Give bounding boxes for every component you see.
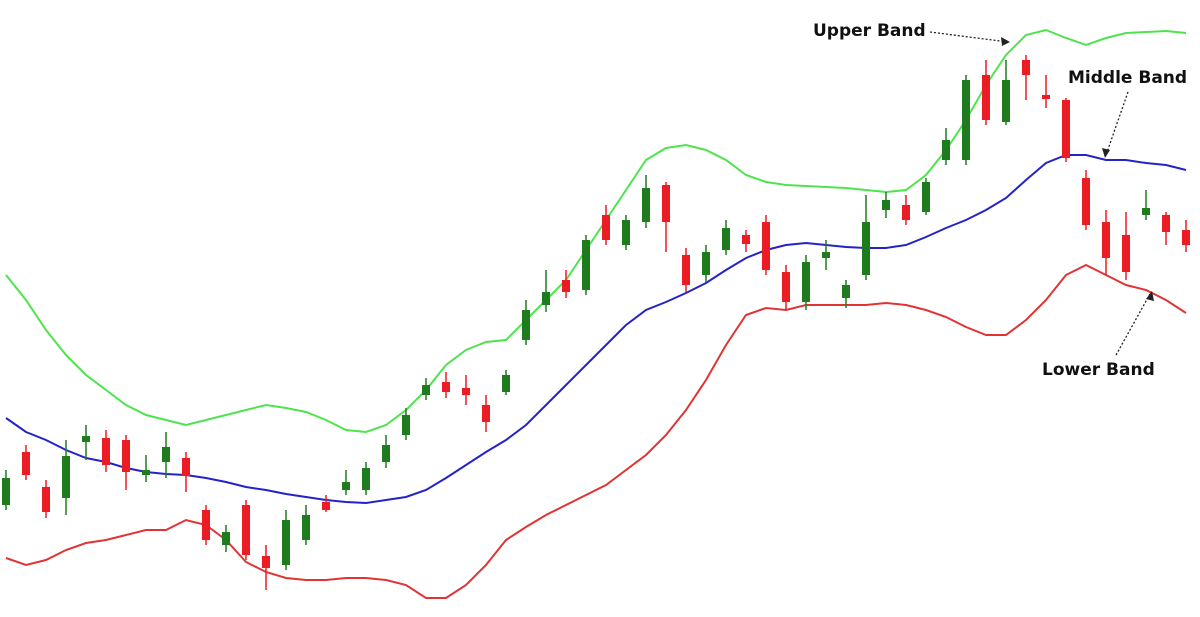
arrow-head	[1102, 148, 1110, 158]
candle-body	[1062, 100, 1070, 158]
candle-body	[702, 252, 710, 275]
candle-body	[502, 375, 510, 392]
band-line	[5, 263, 1187, 599]
candle-body	[442, 382, 450, 392]
candle-body	[622, 220, 630, 245]
candle-body	[642, 188, 650, 222]
candle-body	[1042, 95, 1050, 99]
candle-body	[142, 470, 150, 475]
candle-body	[222, 532, 230, 545]
annotations: Upper Band Middle Band Lower Band	[813, 21, 1187, 380]
candle-body	[382, 445, 390, 462]
candle-body	[922, 182, 930, 212]
candle-body	[1002, 80, 1010, 122]
candle-body	[722, 228, 730, 250]
candle-body	[322, 502, 330, 510]
candle-body	[602, 215, 610, 240]
candle-body	[102, 438, 110, 465]
arrow-head	[1146, 291, 1154, 301]
candles	[2, 55, 1190, 590]
candle-body	[982, 75, 990, 120]
candle-body	[422, 385, 430, 395]
candle-body	[522, 310, 530, 340]
candle-body	[882, 200, 890, 210]
candle-body	[282, 520, 290, 565]
candle-body	[362, 468, 370, 490]
arrow-head	[1001, 37, 1010, 46]
annotation: Middle Band	[1068, 68, 1187, 88]
annotation-arrow	[929, 31, 1009, 43]
candle-body	[682, 255, 690, 285]
candle-body	[342, 482, 350, 490]
candle-body	[842, 285, 850, 298]
candle-body	[822, 252, 830, 258]
candle-body	[1102, 222, 1110, 258]
candle-body	[802, 262, 810, 302]
annotation-arrow	[1105, 91, 1129, 156]
candle-body	[162, 447, 170, 462]
candle-body	[662, 185, 670, 222]
candle-body	[402, 415, 410, 435]
annotation-arrow	[1115, 293, 1151, 356]
candle-body	[862, 222, 870, 275]
annotation: Upper Band	[813, 21, 926, 41]
candle-body	[242, 505, 250, 555]
candle-body	[262, 556, 270, 568]
candle-body	[1162, 215, 1170, 232]
candle-body	[1182, 230, 1190, 245]
candle-body	[42, 487, 50, 512]
candle-body	[482, 405, 490, 422]
candle-body	[122, 440, 130, 472]
candle-body	[182, 458, 190, 476]
candle-body	[2, 478, 10, 505]
band-line	[5, 154, 1187, 505]
candle-body	[782, 272, 790, 302]
candle-body	[302, 515, 310, 540]
candle-body	[742, 235, 750, 244]
candle-body	[462, 388, 470, 395]
candle-body	[962, 80, 970, 160]
candle-body	[542, 292, 550, 305]
candle-body	[1022, 60, 1030, 75]
candle-body	[22, 452, 30, 475]
candle-body	[902, 205, 910, 220]
candle-body	[82, 436, 90, 442]
candle-body	[1122, 235, 1130, 272]
candle-body	[942, 140, 950, 160]
candle-body	[62, 456, 70, 498]
candle-body	[562, 280, 570, 292]
candle-body	[1142, 208, 1150, 215]
candle-body	[582, 240, 590, 290]
candle-body	[202, 510, 210, 540]
candle-body	[762, 222, 770, 270]
annotation: Lower Band	[1042, 360, 1155, 380]
candle-body	[1082, 178, 1090, 225]
